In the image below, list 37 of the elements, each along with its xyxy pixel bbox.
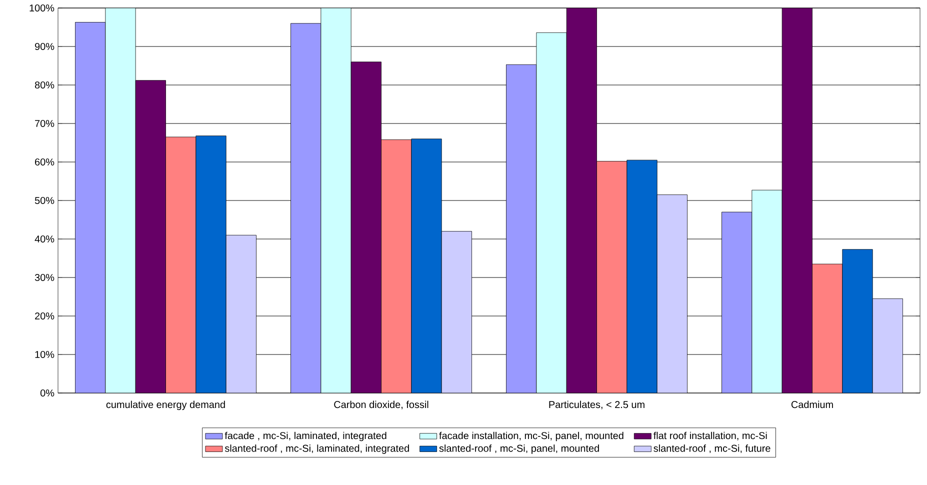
x-tick-label: Cadmium [791, 400, 833, 408]
y-tick-label: 20% [35, 312, 54, 320]
bar [872, 298, 903, 393]
legend-label: slanted-roof , mc-Si, laminated, integrated [224, 444, 409, 454]
y-tick-label: 40% [34, 235, 54, 243]
bar [411, 138, 442, 393]
y-tick-label: 30% [34, 274, 54, 282]
legend-label: slanted-roof , mc-Si, future [654, 444, 770, 454]
legend-label: facade , mc-Si, laminated, integrated [224, 432, 386, 442]
bar [626, 160, 658, 393]
bar [381, 139, 412, 393]
bar [196, 136, 226, 393]
y-tick-label: 10% [35, 350, 54, 358]
y-tick-label: 100% [30, 4, 54, 12]
legend-label: flat roof installation, mc-Si [654, 432, 767, 440]
bar [441, 231, 472, 393]
bar [842, 249, 873, 393]
bar [656, 194, 688, 393]
bar [596, 161, 628, 393]
bar [75, 22, 106, 393]
bar [506, 64, 537, 393]
bar [722, 212, 752, 393]
legend-label: facade installation, mc-Si, panel, mounted [439, 432, 624, 442]
y-tick-label: 0% [40, 389, 54, 397]
y-tick-label: 60% [35, 158, 54, 166]
y-tick-label: 50% [34, 196, 54, 204]
legend-label: slanted-roof , mc-Si, panel, mounted [439, 444, 599, 454]
bar [166, 136, 196, 393]
x-tick-label: cumulative energy demand [106, 400, 225, 410]
y-tick-label: 90% [35, 42, 54, 50]
bar [290, 23, 322, 393]
x-tick-label: Carbon dioxide, fossil [334, 400, 428, 410]
y-tick-label: 70% [35, 120, 54, 128]
bar [812, 264, 843, 393]
x-tick-label: Particulates, < 2.5 um [549, 400, 644, 410]
bar [226, 234, 256, 393]
y-tick-label: 80% [34, 81, 54, 89]
